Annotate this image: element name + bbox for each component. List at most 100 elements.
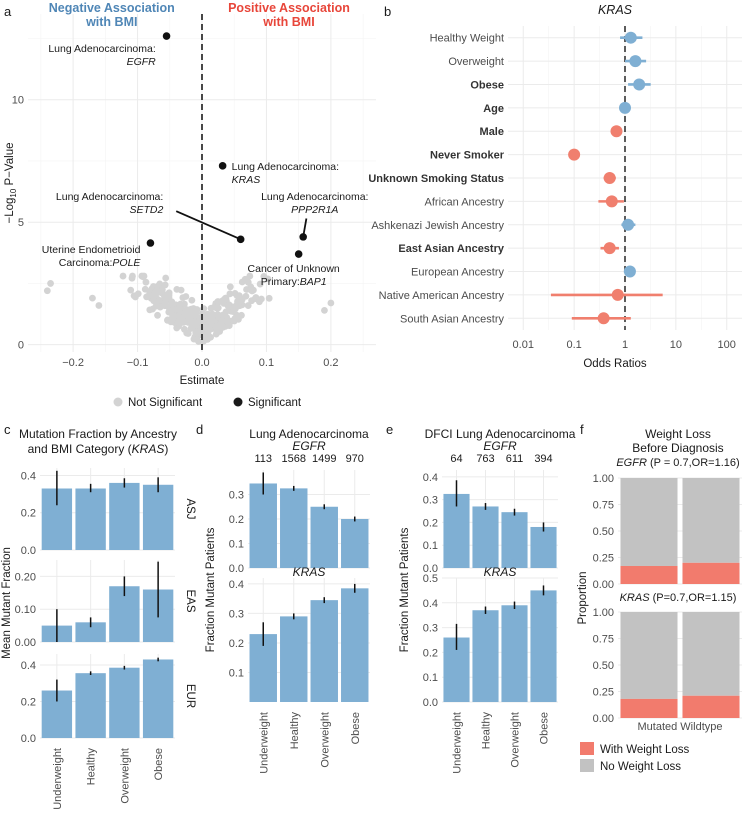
odds-ratio-point (624, 31, 637, 44)
facet-title: KRAS (293, 565, 326, 579)
legend-label: Not Significant (128, 397, 203, 409)
point-not-significant (141, 285, 149, 293)
panel-letter-c: c (4, 422, 11, 437)
bar-no-weight-loss (682, 478, 740, 563)
bar-with-weight-loss (620, 698, 678, 718)
y-tick-label: 0.1 (423, 540, 438, 552)
point-not-significant (188, 305, 196, 313)
point-not-significant (142, 278, 150, 286)
x-category-label: Overweight (119, 748, 131, 804)
x-category-label: Healthy (86, 748, 98, 786)
x-category-label: Healthy (289, 712, 301, 750)
bar (530, 590, 557, 702)
y-tick-label: 0.50 (593, 526, 614, 538)
y-tick-label: 0.4 (423, 598, 438, 610)
gene-name: KRAS (132, 442, 165, 456)
non-significant-points (43, 272, 335, 345)
x-category-label: Obese (153, 748, 165, 780)
legend-swatch (233, 397, 243, 407)
odds-ratio-point (629, 55, 642, 68)
x-tick-label: 10 (670, 339, 682, 351)
odds-ratio-point (611, 288, 624, 301)
bar (310, 506, 338, 568)
point-label-line1: Lung Adenocarcinoma: (56, 191, 163, 203)
panel-letter-e: e (386, 422, 393, 437)
point-not-significant (327, 299, 335, 307)
x-tick-label: −0.1 (127, 357, 149, 369)
facet-title: EGFR (292, 439, 326, 453)
panel-letter-d: d (196, 422, 203, 437)
row-label: East Asian Ancestry (398, 243, 504, 255)
header-negative-line2: with BMI (85, 15, 137, 29)
panel-letter-a: a (4, 4, 12, 19)
point-not-significant (244, 302, 252, 309)
legend-swatch (580, 742, 594, 755)
gene-name: PPP2R1A (291, 204, 338, 216)
y-tick-label: 0.2 (21, 508, 36, 520)
point-not-significant (183, 329, 191, 337)
sample-count: 1568 (282, 453, 306, 465)
row-label: Unknown Smoking Status (368, 173, 504, 185)
odds-ratio-point (619, 101, 631, 114)
point-not-significant (156, 297, 163, 304)
bar (472, 610, 499, 702)
point-not-significant (223, 318, 231, 326)
chart-title: KRAS (598, 3, 633, 17)
bar-no-weight-loss (682, 612, 740, 696)
y-tick-label: 1.00 (593, 607, 614, 619)
point-not-significant (238, 311, 245, 319)
y-tick-label: 0.75 (593, 634, 614, 646)
y-axis-title: −Log10 P−Value (4, 143, 18, 224)
sample-count: 394 (534, 453, 552, 465)
row-label: Overweight (448, 56, 504, 68)
x-category-label: Underweight (258, 712, 270, 774)
point-not-significant (177, 286, 185, 294)
panel-d-lung-adeno-bars: 0.0 0.1 0.2 0.3 0.1 0.2 0.3 0.4 113 1568 1499 970 Lu… (205, 427, 370, 774)
point-significant (162, 32, 171, 40)
sample-count: 113 (254, 453, 272, 465)
point-not-significant (134, 290, 142, 298)
facet-strip-label: ASJ (184, 498, 196, 519)
facet-stat: (P = 0.7,OR=1.16) (647, 457, 740, 469)
point-not-significant (89, 294, 96, 302)
header-positive-line1: Positive Association (228, 1, 350, 15)
point-significant (236, 235, 245, 244)
x-category-label: Obese (350, 712, 362, 744)
point-not-significant (195, 338, 202, 345)
x-category-label: Underweight (52, 748, 64, 810)
point-not-significant (264, 275, 272, 283)
y-tick-label: 0.25 (593, 687, 614, 699)
point-not-significant (226, 290, 234, 298)
facet-title: KRAS (484, 565, 517, 579)
point-not-significant (214, 298, 222, 305)
sample-count: 763 (476, 453, 494, 465)
header-negative-line1: Negative Association (49, 1, 175, 15)
row-label: African Ancestry (425, 196, 505, 208)
chart-title-line2: Before Diagnosis (632, 441, 723, 455)
bar (142, 484, 174, 550)
point-not-significant (175, 312, 183, 319)
point-significant (299, 233, 307, 241)
odds-ratio-point (633, 78, 646, 91)
point-significant (146, 239, 155, 247)
bar (472, 506, 499, 568)
legend-swatch (113, 397, 123, 407)
x-axis-categories: Mutated Wildtype (638, 721, 723, 733)
y-tick-label: 0.00 (593, 713, 614, 725)
point-not-significant (43, 287, 51, 295)
point-not-significant (47, 280, 54, 287)
point-label-line2: Carcinoma:POLE (59, 257, 142, 269)
panel-letter-f: f (580, 422, 584, 437)
gene-name: POLE (112, 257, 141, 269)
point-label-line2: KRAS (232, 174, 261, 186)
point-not-significant (224, 302, 232, 309)
odds-ratio-point (603, 242, 616, 255)
y-tick-label: 0.1 (423, 672, 438, 684)
y-tick-label: 0.4 (423, 472, 438, 484)
y-tick-label: 0.0 (423, 563, 438, 575)
point-not-significant (249, 286, 257, 294)
gene-name: SETD2 (129, 204, 163, 216)
row-label: Ashkenazi Jewish Ancestry (371, 220, 504, 232)
point-not-significant (165, 291, 173, 299)
y-tick-label: 0.2 (229, 638, 244, 650)
